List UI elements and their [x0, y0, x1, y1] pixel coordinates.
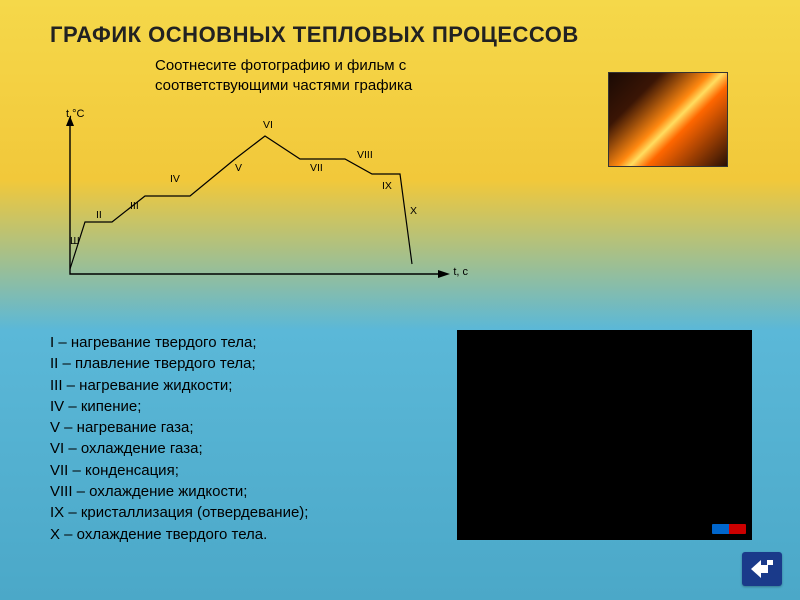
legend-item-I: I – нагревание твердого тела;	[50, 332, 430, 353]
reference-photo[interactable]	[608, 72, 728, 167]
segment-label-I: Ш	[70, 235, 80, 247]
legend-item-III: III – нагревание жидкости;	[50, 375, 430, 396]
thermal-chart: t,°C t, с ШIIIIIIVVVIVIIVIIIIXX	[50, 106, 470, 296]
segment-label-IV: IV	[170, 173, 180, 185]
segment-label-VII: VII	[310, 162, 323, 174]
segment-label-VI: VI	[263, 119, 273, 131]
legend-item-X: X – охлаждение твердого тела.	[50, 524, 430, 545]
chart-svg: ШIIIIIIVVVIVIIVIIIIXX	[60, 114, 460, 289]
segment-label-V: V	[235, 162, 242, 174]
instruction-text: Соотнесите фотографию и фильм с соответс…	[0, 56, 420, 95]
segment-label-III: III	[130, 200, 139, 212]
legend-item-IX: IX – кристаллизация (отвердевание);	[50, 502, 430, 523]
segment-label-IX: IX	[382, 180, 392, 192]
segment-label-II: II	[96, 209, 102, 221]
legend-list: I – нагревание твердого тела;II – плавле…	[50, 332, 430, 545]
video-player[interactable]	[457, 330, 752, 540]
segment-label-VIII: VIII	[357, 149, 373, 161]
legend-item-VIII: VIII – охлаждение жидкости;	[50, 481, 430, 502]
legend-item-II: II – плавление твердого тела;	[50, 353, 430, 374]
back-button[interactable]	[742, 552, 782, 586]
legend-item-VII: VII – конденсация;	[50, 460, 430, 481]
back-arrow-icon	[749, 558, 775, 580]
page-title: ГРАФИК ОСНОВНЫХ ТЕПЛОВЫХ ПРОЦЕССОВ	[0, 0, 800, 56]
legend-item-V: V – нагревание газа;	[50, 417, 430, 438]
legend-item-IV: IV – кипение;	[50, 396, 430, 417]
video-logo-icon	[712, 524, 746, 534]
legend-item-VI: VI – охлаждение газа;	[50, 438, 430, 459]
segment-label-X: X	[410, 205, 417, 217]
